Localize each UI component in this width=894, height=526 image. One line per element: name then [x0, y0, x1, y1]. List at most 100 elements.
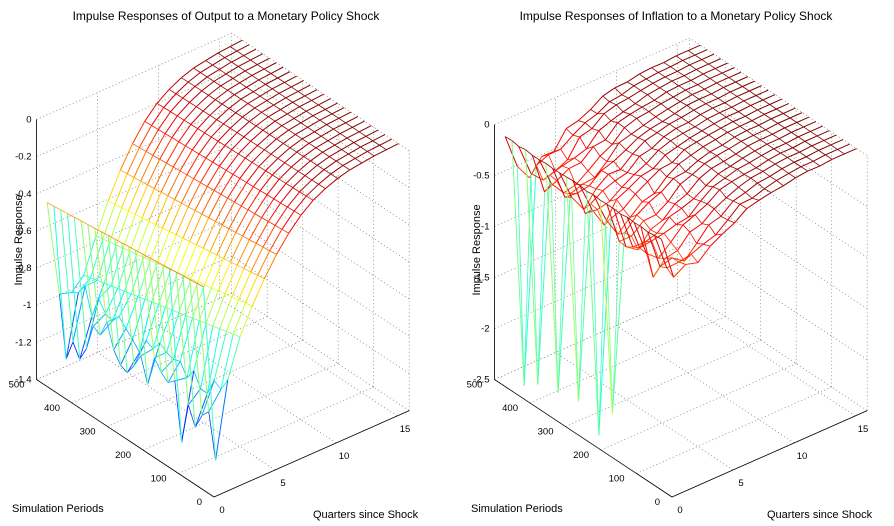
surface-edge — [633, 163, 647, 175]
surface-edge — [270, 153, 279, 159]
surface-edge — [652, 154, 666, 170]
surface-edge — [636, 118, 644, 126]
surface-edge — [80, 220, 94, 327]
surface-edge — [285, 183, 293, 188]
surface-edge — [559, 172, 567, 178]
surface-edge — [659, 168, 667, 178]
surface-edge — [580, 146, 594, 163]
surface-edge — [550, 183, 559, 393]
surface-edge — [224, 145, 232, 151]
surface-edge — [673, 171, 686, 179]
surface-edge — [329, 156, 337, 162]
surface-edge — [683, 68, 697, 77]
surface-edge — [723, 81, 736, 88]
surface-edge — [633, 85, 641, 91]
surface-edge — [819, 158, 833, 167]
surface-edge — [511, 140, 519, 147]
surface-edge — [189, 279, 197, 284]
surface-edge — [692, 94, 700, 100]
surface-edge — [208, 94, 216, 100]
surface-edge — [95, 235, 103, 240]
surface-edge — [153, 162, 167, 189]
surface-edge — [226, 331, 234, 335]
surface-edge — [214, 197, 229, 222]
surface-edge — [682, 132, 690, 139]
surface-edge — [652, 76, 666, 84]
surface-edge — [716, 148, 730, 156]
surface-edge — [613, 160, 621, 170]
surface-edge — [103, 282, 112, 287]
surface-edge — [648, 103, 662, 112]
surface-edge — [326, 124, 334, 130]
surface-edge — [602, 87, 616, 97]
surface-edge — [285, 170, 299, 184]
surface-edge — [198, 287, 212, 321]
surface-edge — [559, 172, 573, 198]
surface-edge — [267, 202, 281, 222]
surface-edge — [793, 156, 807, 163]
surface-edge — [749, 155, 762, 164]
surface-edge — [670, 66, 678, 72]
surface-edge — [537, 191, 545, 385]
surface-edge — [535, 165, 544, 181]
y-tick-label: 300 — [538, 427, 554, 438]
grid-line — [36, 218, 410, 337]
surface-edge — [624, 127, 632, 135]
surface-edge — [681, 208, 689, 218]
surface-edge — [673, 264, 687, 278]
surface-edge — [276, 232, 290, 255]
surface-edge — [316, 164, 325, 171]
surface-edge — [769, 168, 783, 177]
surface-edge — [625, 246, 639, 251]
surface-edge — [224, 293, 232, 298]
surface-edge — [147, 159, 161, 186]
surface-edge — [664, 76, 673, 82]
surface-edge — [155, 261, 169, 383]
surface-edge — [715, 219, 729, 236]
surface-edge — [334, 137, 348, 146]
surface-edge — [221, 94, 235, 105]
y-axis-label: Simulation Periods — [471, 503, 563, 515]
surface-edge — [613, 208, 627, 247]
surface-edge — [293, 118, 302, 124]
surface-edge — [658, 72, 666, 78]
surface-edge — [665, 257, 673, 259]
surface-edge — [212, 325, 220, 330]
surface-edge — [635, 103, 643, 108]
surface-edge — [643, 220, 651, 230]
surface-edge — [603, 199, 617, 226]
surface-edge — [837, 149, 845, 155]
surface-edge — [598, 120, 612, 132]
surface-edge — [844, 148, 857, 155]
surface-edge — [517, 166, 530, 179]
surface-edge — [717, 91, 731, 99]
surface-edge — [613, 208, 621, 215]
surface-edge — [617, 113, 631, 124]
surface-edge — [352, 120, 365, 128]
surface-edge — [793, 161, 802, 167]
surface-edge — [609, 186, 623, 202]
surface-edge — [240, 91, 254, 100]
surface-edge — [342, 158, 356, 166]
surface-edge — [777, 123, 785, 129]
surface-edge — [538, 159, 552, 184]
surface-edge — [751, 188, 765, 199]
surface-edge — [173, 166, 181, 172]
surface-edge — [582, 183, 590, 187]
surface-edge — [719, 106, 732, 114]
surface-edge — [46, 202, 60, 295]
surface-edge — [208, 389, 222, 412]
surface-edge — [274, 225, 283, 230]
surface-edge — [117, 288, 125, 292]
surface-edge — [281, 117, 295, 127]
surface-edge — [660, 178, 674, 193]
surface-edge — [220, 379, 229, 390]
surface-edge — [46, 202, 55, 207]
surface-edge — [312, 188, 326, 201]
surface-edge — [185, 145, 193, 151]
surface-edge — [259, 88, 273, 97]
surface-edge — [353, 135, 367, 143]
surface-edge — [155, 260, 163, 266]
surface-edge — [784, 122, 798, 129]
surface-edge — [206, 76, 215, 82]
